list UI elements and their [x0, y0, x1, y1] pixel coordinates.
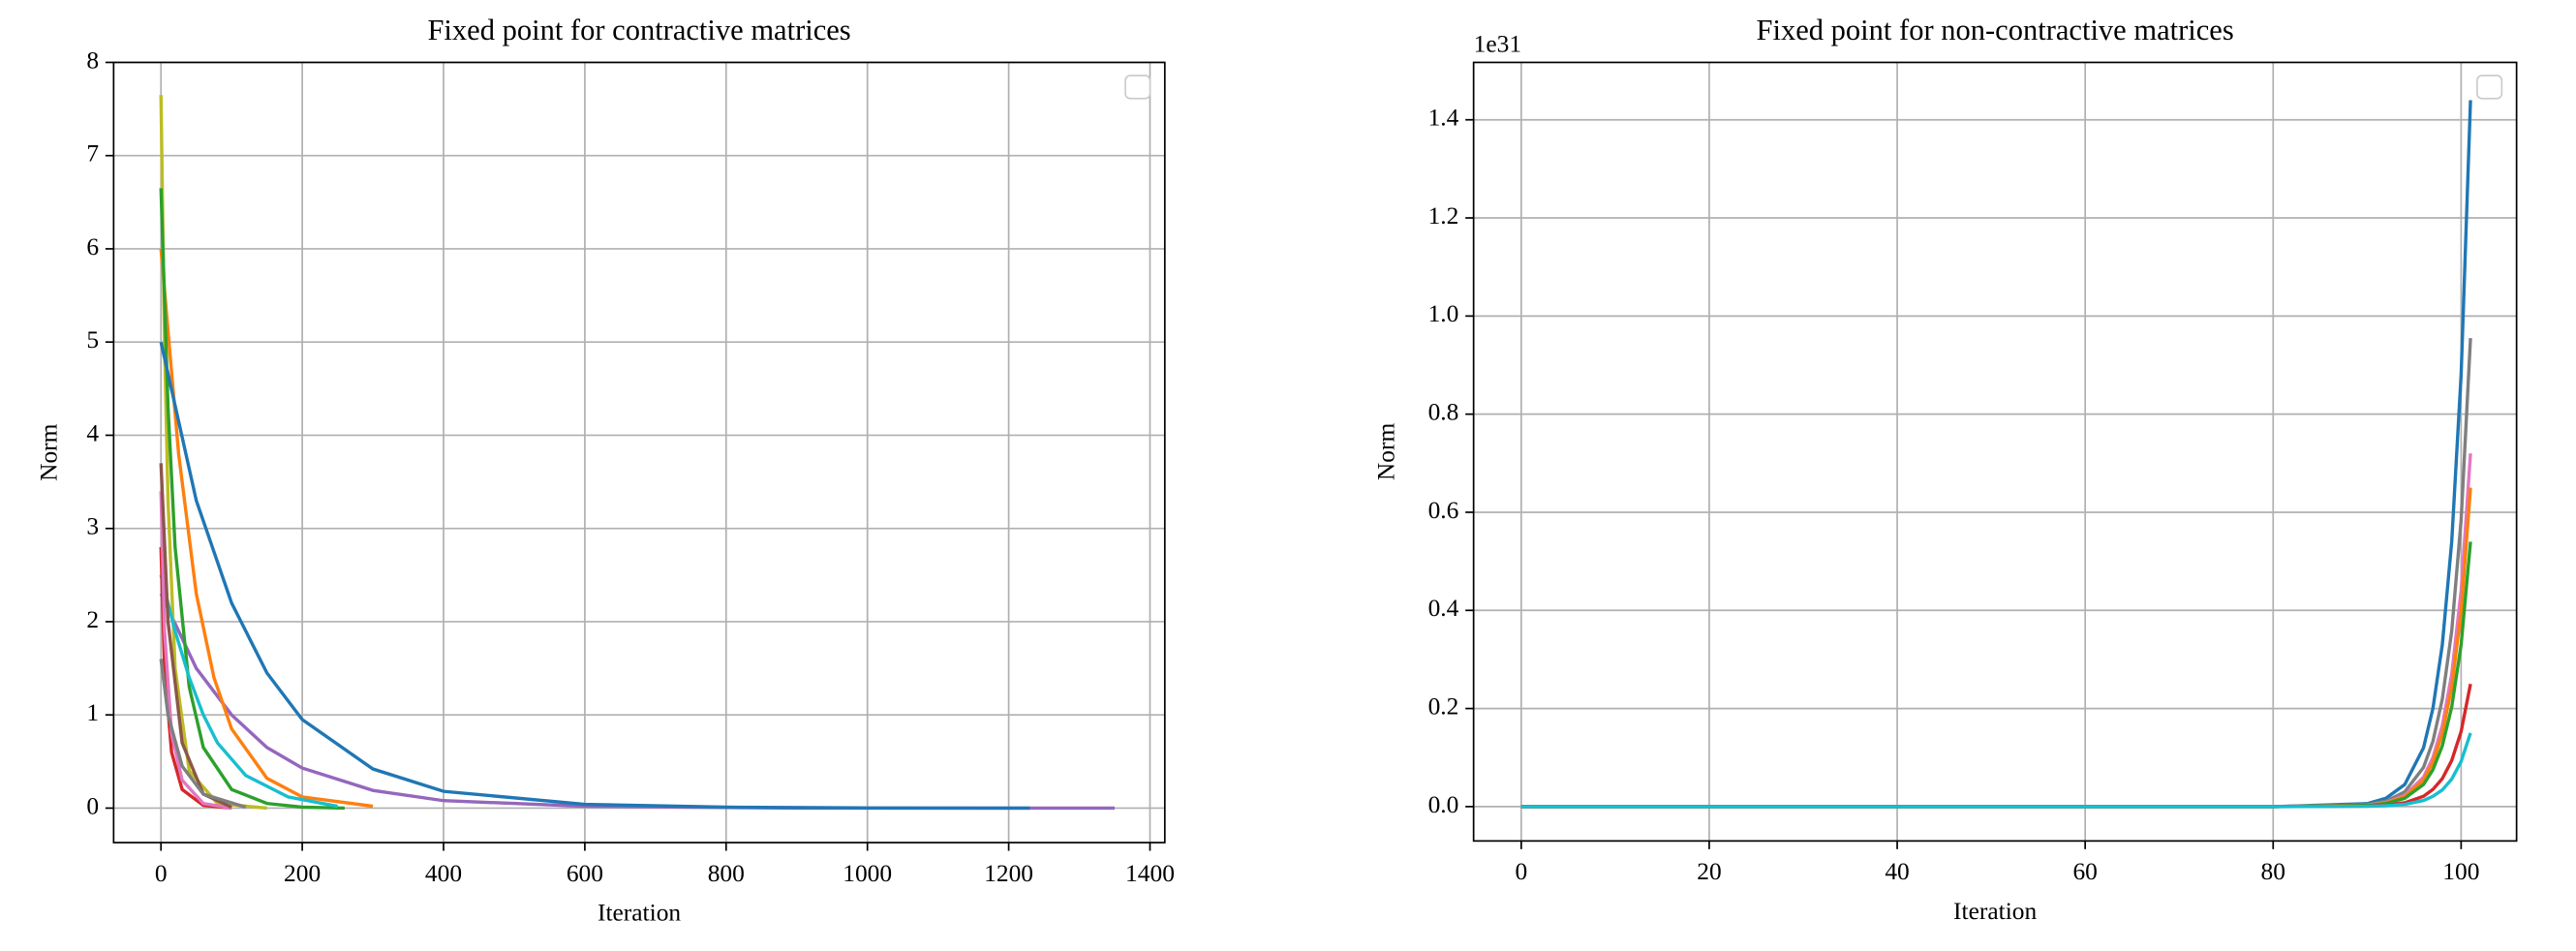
y-tick-label: 2 [86, 605, 99, 633]
y-tick-label: 4 [86, 418, 99, 446]
axes-frame [1472, 61, 2518, 843]
y-tick-label: 0.2 [1428, 691, 1459, 720]
legend-box [1124, 75, 1151, 100]
y-tick-label: 0.0 [1428, 790, 1459, 818]
y-axis-label: Norm [1371, 423, 1399, 481]
y-tick-label: 1.4 [1428, 104, 1459, 132]
y-tick-label: 1.0 [1428, 299, 1459, 327]
y-tick-label: 3 [86, 512, 99, 540]
x-tick-label: 600 [567, 859, 603, 887]
x-tick-label: 80 [2261, 857, 2285, 885]
x-axis-label: Iteration [1953, 897, 2037, 925]
x-tick-label: 60 [2072, 857, 2097, 885]
y-tick-label: 1 [86, 698, 99, 726]
x-tick-label: 0 [1515, 857, 1527, 885]
y-axis-label: Norm [35, 423, 63, 481]
x-tick-label: 1000 [843, 859, 892, 887]
y-tick-label: 0.4 [1428, 594, 1459, 622]
legend-box [2476, 75, 2503, 100]
x-tick-label: 1400 [1125, 859, 1175, 887]
y-tick-label: 1.2 [1428, 201, 1459, 230]
chart-title: Fixed point for contractive matrices [427, 14, 850, 46]
series-line [159, 574, 338, 809]
x-tick-label: 800 [708, 859, 745, 887]
x-tick-label: 100 [2442, 857, 2479, 885]
chart-title: Fixed point for non-contractive matrices [1757, 14, 2234, 46]
series-line [159, 491, 232, 811]
x-tick-label: 200 [284, 859, 321, 887]
x-tick-label: 1200 [984, 859, 1033, 887]
y-tick-label: 6 [86, 232, 99, 261]
axes-frame [112, 61, 1166, 844]
y-tick-label: 0.6 [1428, 496, 1459, 524]
series-line [159, 188, 345, 811]
y-tick-label: 0 [86, 791, 99, 819]
series-line [159, 659, 247, 810]
x-tick-label: 400 [425, 859, 462, 887]
y-tick-label: 0.8 [1428, 397, 1459, 425]
x-axis-label: Iteration [598, 899, 681, 927]
x-tick-label: 40 [1885, 857, 1909, 885]
y-tick-label: 7 [86, 139, 99, 168]
y-tick-label: 8 [86, 46, 99, 74]
series-line [159, 248, 374, 809]
x-tick-label: 20 [1697, 857, 1721, 885]
series-line [159, 341, 1030, 811]
offset-text: 1e31 [1474, 29, 1521, 57]
x-tick-label: 0 [155, 859, 168, 887]
y-tick-label: 5 [86, 325, 99, 353]
series-line [1520, 732, 2472, 809]
